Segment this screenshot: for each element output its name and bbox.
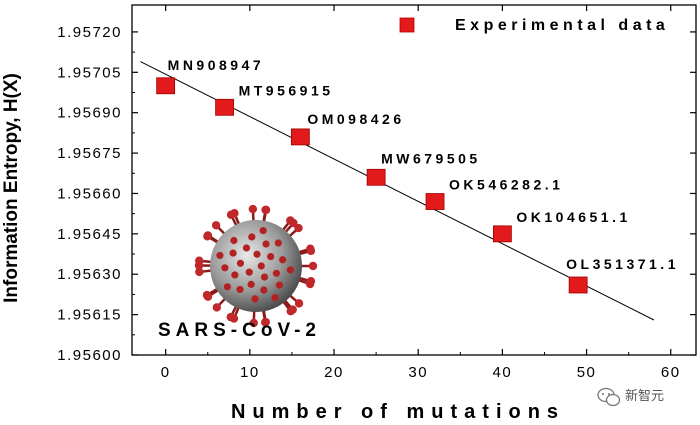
virus-surface-protein: [230, 236, 238, 245]
virus-spike-head: [308, 261, 318, 271]
y-tick-label: 1.95720: [57, 24, 122, 41]
virus-surface-protein: [279, 256, 287, 264]
virus-label: SARS-CoV-2: [158, 320, 321, 341]
virus-surface-protein: [275, 281, 284, 289]
virus-spike-head: [229, 314, 239, 323]
virus-surface-protein: [216, 251, 224, 260]
virus-spike-head: [211, 221, 221, 230]
data-point-ok546282-1: [425, 193, 445, 210]
virus-spike-head: [203, 292, 213, 301]
virus-illustration: [194, 204, 318, 328]
virus-spike-head: [203, 232, 212, 241]
point-label: OM098426: [307, 111, 404, 127]
virus-spike-head: [306, 276, 316, 286]
y-tick-label: 1.95600: [57, 347, 122, 364]
virus-surface-protein: [236, 259, 245, 267]
virus-surface-protein: [253, 250, 261, 258]
data-point-mw679505: [366, 168, 386, 186]
virus-surface-protein: [229, 249, 237, 257]
virus-surface-protein: [248, 233, 256, 241]
virus-surface-protein: [231, 271, 239, 279]
watermark-text: 新智元: [625, 388, 664, 404]
x-tick-label: 50: [577, 364, 597, 381]
virus-surface-protein: [286, 266, 294, 274]
virus-surface-protein: [259, 226, 267, 235]
virus-spike-head: [260, 318, 270, 327]
data-point-om098426: [290, 128, 310, 146]
point-labels: MN908947 MT956915 OM098426 MW679505 OK546282…: [168, 57, 679, 272]
point-label: OK104651.1: [516, 209, 630, 225]
x-tick-label: 60: [661, 364, 681, 381]
point-label: MN908947: [168, 57, 264, 73]
y-tick-label: 1.95660: [57, 185, 122, 202]
y-axis-title: Information Entropy, H(X): [1, 73, 22, 303]
y-tick-label: 1.95615: [57, 307, 122, 324]
y-tick-label: 1.95690: [57, 105, 122, 122]
data-points: [156, 77, 588, 294]
x-axis-title: Number of mutations: [231, 401, 565, 423]
virus-spike-head: [306, 244, 315, 253]
virus-surface-protein: [274, 239, 282, 247]
virus-surface-protein: [262, 240, 270, 248]
virus-surface-protein: [245, 268, 253, 276]
virus-spike-head: [195, 256, 204, 265]
virus-surface-protein: [257, 262, 265, 270]
virus-surface-protein: [267, 252, 275, 261]
x-tick-label: 20: [324, 364, 344, 381]
virus-spike-head: [195, 267, 204, 277]
virus-surface-protein: [271, 293, 279, 302]
y-tick-label: 1.95675: [57, 145, 122, 162]
x-tick-label: 40: [493, 364, 513, 381]
virus-surface-protein: [221, 264, 229, 272]
wechat-icon: [597, 387, 621, 407]
virus-surface-protein: [223, 283, 232, 291]
virus-surface-protein: [251, 295, 259, 303]
x-tick-label: 0: [161, 364, 171, 381]
virus-spike-head: [286, 307, 295, 316]
virus-surface-protein: [247, 280, 255, 288]
legend-marker: [399, 17, 415, 33]
legend-label: Experimental data: [455, 17, 669, 34]
virus-surface-protein: [242, 244, 251, 252]
watermark: 新智元: [597, 387, 664, 407]
data-point-ok104651-1: [492, 225, 512, 243]
x-tick-label: 10: [240, 364, 260, 381]
virus-spike-head: [261, 205, 270, 215]
virus-spike-head: [294, 223, 303, 233]
virus-surface-protein: [236, 285, 244, 294]
y-tick-label: 1.95645: [57, 226, 122, 243]
virus-spike-head: [226, 210, 236, 219]
data-point-ol351371-1: [568, 276, 588, 294]
x-tick-label: 30: [408, 364, 428, 381]
y-tick-label: 1.95705: [57, 64, 122, 81]
y-axis-ticks: 1.95600 1.95615 1.95630 1.95645 1.95660 1.956…: [57, 24, 696, 364]
plot-frame: [131, 4, 697, 356]
virus-spike-head: [212, 303, 222, 312]
point-label: MW679505: [381, 150, 481, 166]
virus-spike-head: [248, 204, 258, 214]
y-tick-label: 1.95630: [57, 266, 122, 283]
virus-surface-protein: [260, 273, 269, 281]
virus-surface-protein: [260, 286, 268, 294]
point-label: OL351371.1: [566, 256, 679, 272]
virus-surface-protein: [272, 269, 281, 277]
x-axis-ticks: 0 10 20 30 40 50 60: [161, 5, 681, 381]
data-point-mn908947: [156, 77, 176, 95]
legend: Experimental data: [399, 17, 669, 34]
point-label: MT956915: [239, 82, 334, 98]
data-point-mt956915: [215, 98, 234, 116]
virus-spike-head: [249, 318, 258, 328]
point-label: OK546282.1: [449, 177, 563, 193]
virus-spike-head: [294, 299, 304, 308]
